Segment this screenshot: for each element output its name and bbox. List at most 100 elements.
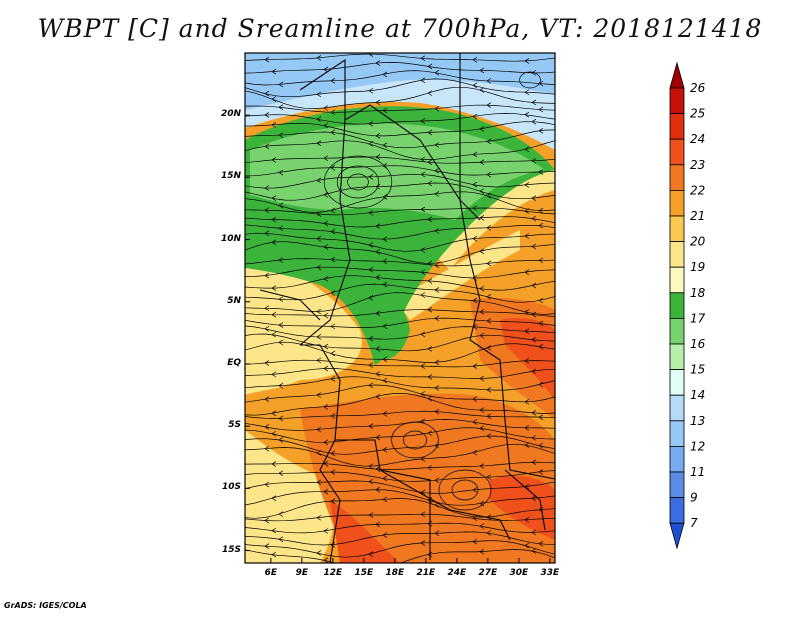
streamline — [245, 53, 555, 62]
streamline-arrow — [427, 63, 433, 70]
streamline-arrow — [479, 425, 485, 432]
colorbar-box — [669, 497, 685, 524]
streamline-arrow — [420, 489, 426, 496]
streamline — [245, 173, 555, 189]
streamline-arrow — [368, 423, 374, 430]
streamline-arrow — [486, 78, 492, 84]
streamline-arrow — [524, 399, 530, 405]
streamline-arrow — [316, 235, 322, 242]
streamline-arrow — [330, 207, 336, 214]
streamline-arrow — [375, 99, 381, 106]
streamline-arrow — [427, 464, 433, 471]
streamline-arrow — [382, 258, 388, 265]
colorbar-box — [669, 420, 685, 447]
colorbar-box — [669, 471, 685, 499]
streamline-arrow — [316, 91, 322, 98]
lat-label: 5S — [228, 420, 241, 431]
streamline-arrow — [382, 447, 388, 453]
border-line — [459, 53, 481, 221]
streamline-arrow — [420, 156, 426, 163]
streamline-arrow — [382, 323, 388, 330]
streamline-arrow — [316, 479, 322, 486]
streamline-arrow — [323, 220, 329, 227]
colorbar-label: 19 — [690, 260, 705, 274]
streamline-arrow — [271, 122, 277, 128]
streamline-arrow — [420, 540, 426, 546]
streamline-arrow — [427, 430, 433, 436]
streamline-arrow — [368, 209, 374, 216]
streamline — [245, 435, 555, 455]
streamline-arrow — [323, 192, 329, 198]
field-region-light-green — [250, 123, 545, 220]
streamline-arrow — [278, 225, 284, 232]
vortex-line — [391, 421, 439, 459]
colorbar-label: 25 — [690, 107, 705, 121]
streamline-arrow — [323, 343, 329, 350]
colorbar-label: 21 — [690, 209, 705, 223]
streamline — [245, 410, 555, 419]
streamline-arrow — [316, 450, 322, 456]
streamline-arrow — [479, 500, 485, 507]
streamline-arrow — [278, 382, 284, 389]
streamline-arrow — [538, 127, 544, 134]
streamline-arrow — [330, 228, 336, 235]
streamline-arrow — [368, 335, 374, 342]
streamline-arrow — [368, 551, 374, 557]
streamline-arrow — [479, 67, 485, 74]
streamline-arrow — [382, 496, 388, 503]
streamline-arrow — [472, 363, 478, 369]
streamline-arrow — [330, 376, 336, 382]
streamline-arrow — [427, 306, 433, 313]
streamline-arrow — [420, 247, 426, 253]
streamline-arrow — [434, 315, 440, 322]
streamline-arrow — [330, 498, 336, 504]
streamline-arrow — [316, 308, 322, 315]
field-region-pale-yellow — [430, 170, 555, 270]
streamline-arrow — [479, 87, 485, 93]
colorbar-box — [669, 343, 685, 371]
streamline-arrow — [316, 550, 322, 556]
streamline-arrow — [375, 434, 381, 441]
streamline-arrow — [479, 248, 485, 255]
streamline-arrow — [264, 272, 270, 279]
streamline-arrow — [271, 311, 277, 318]
streamline-arrow — [479, 126, 485, 132]
streamline-arrow — [278, 202, 284, 209]
streamline — [245, 140, 555, 160]
streamline-arrow — [278, 132, 284, 138]
streamline — [245, 121, 555, 137]
streamline-arrow — [524, 358, 530, 364]
streamline-arrow — [486, 293, 492, 300]
streamline-arrow — [323, 122, 329, 129]
streamline-arrow — [316, 514, 322, 521]
streamline-arrow — [472, 275, 478, 281]
streamline-arrow — [479, 548, 485, 555]
lon-label: 21E — [416, 568, 436, 578]
streamline-arrow — [420, 511, 426, 518]
streamline-arrow — [323, 105, 329, 111]
streamline-arrow — [323, 365, 329, 372]
colorbar-label: 13 — [690, 414, 705, 428]
streamline-arrow — [479, 159, 485, 166]
colorbar-label: 24 — [690, 132, 705, 146]
streamline-arrow — [486, 192, 492, 199]
streamline — [245, 275, 555, 291]
colorbar-box — [669, 189, 685, 217]
lat-label: 10S — [221, 482, 241, 493]
streamline-arrow — [434, 262, 440, 268]
streamline-arrow — [375, 223, 381, 229]
border-line — [259, 289, 321, 321]
streamline — [245, 333, 555, 352]
streamline-arrow — [524, 146, 530, 153]
streamline-arrow — [368, 478, 374, 485]
streamline-arrow — [531, 157, 537, 164]
streamline-arrow — [278, 339, 284, 346]
streamline-arrow — [472, 181, 478, 188]
streamline-arrow — [271, 216, 277, 223]
streamline-arrow — [427, 159, 433, 165]
streamline-arrow — [278, 322, 284, 328]
border-line — [299, 119, 351, 346]
streamline-arrow — [368, 362, 374, 368]
streamline-arrow — [486, 386, 492, 393]
streamline-arrow — [368, 121, 374, 127]
